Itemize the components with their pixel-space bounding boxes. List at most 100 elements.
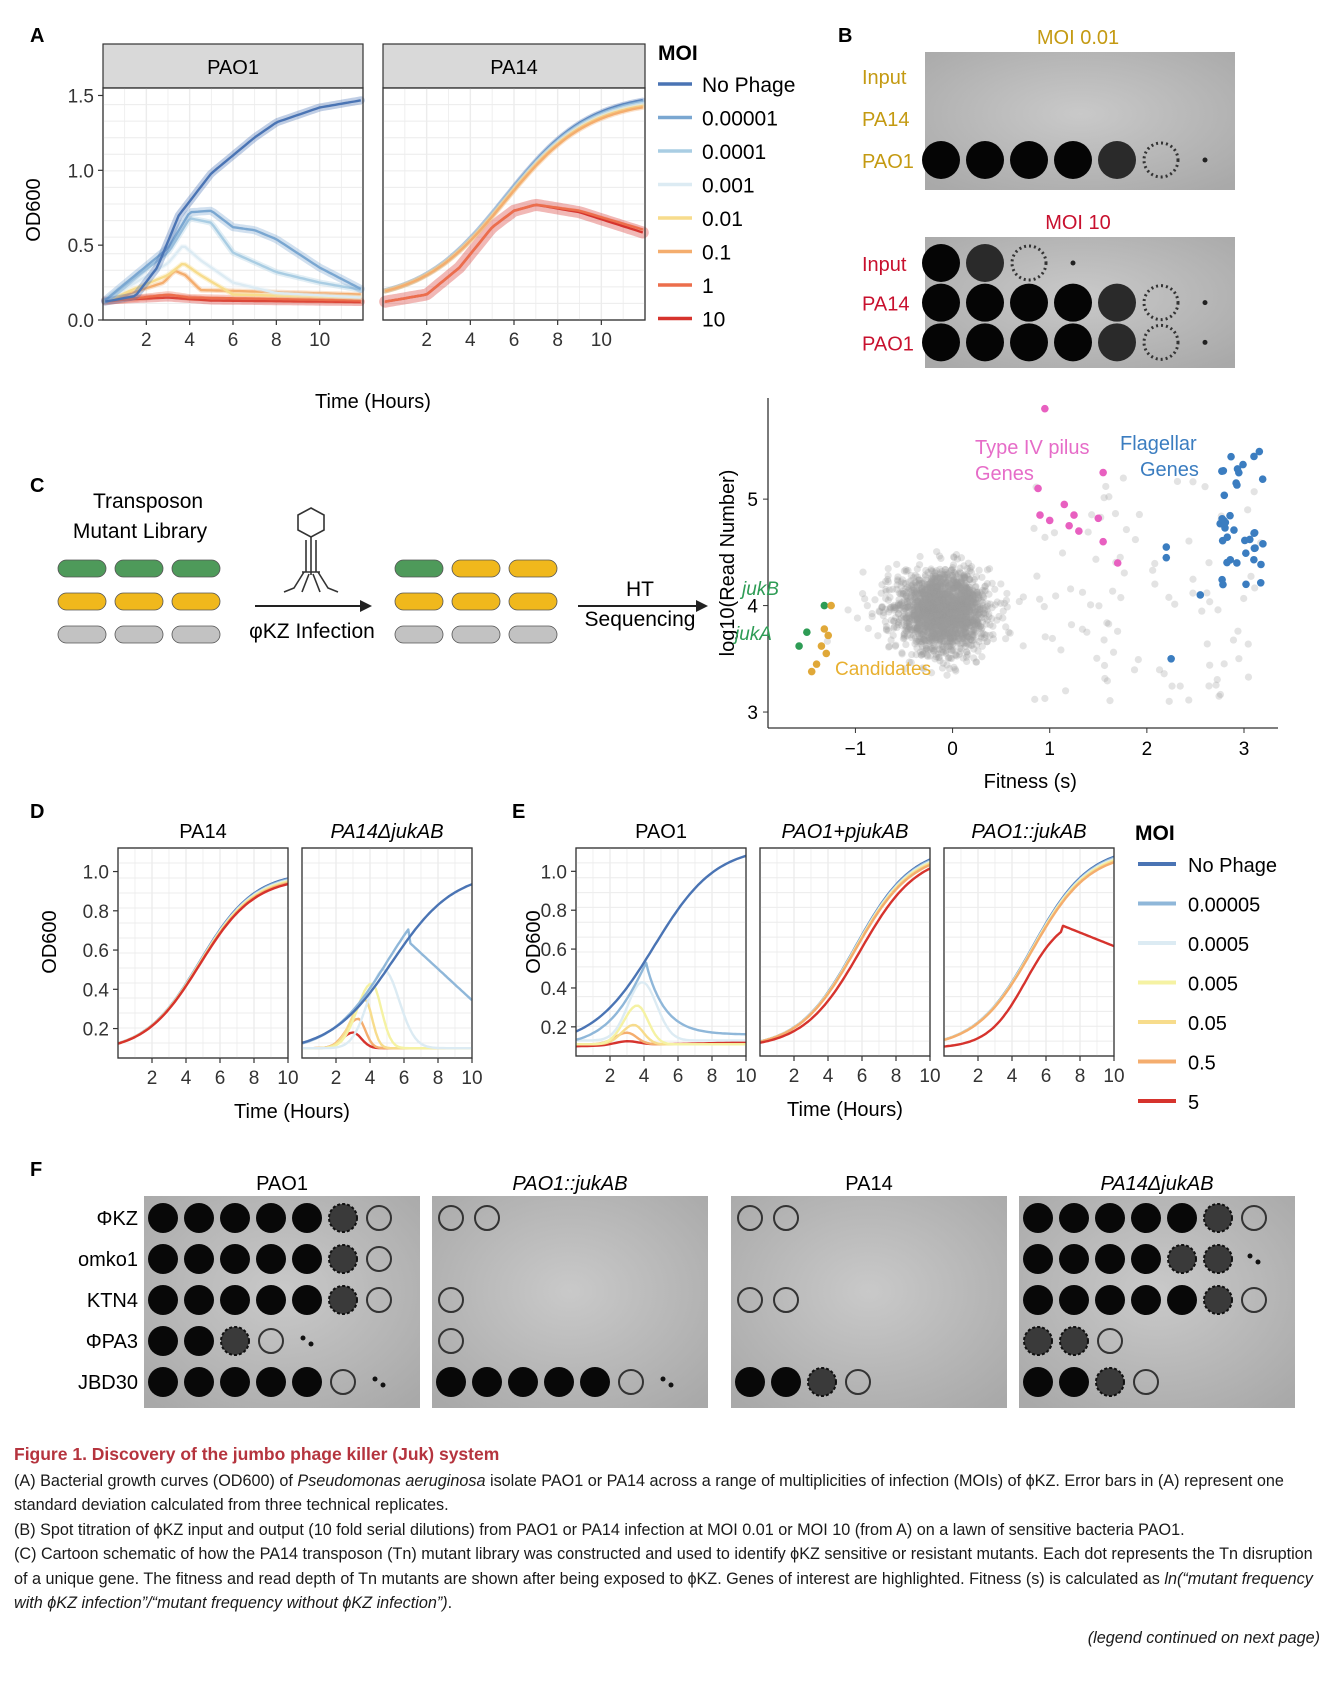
phage-plate-1: PAO1 <box>144 1173 420 1408</box>
plaque-spot <box>148 1203 178 1233</box>
mutant-cell <box>508 559 558 578</box>
panel-d-ylabel: OD600 <box>39 910 61 973</box>
panel-e: E OD600 Time (Hours) PAO1 2 4 6 8 10 0.2 0.4 0.6… <box>512 801 1277 1121</box>
caption-a: (A) Bacterial growth curves (OD600) of P… <box>14 1471 1284 1515</box>
mutant-cell <box>451 559 501 578</box>
x-tick-label: 2 <box>1142 739 1153 760</box>
facet-title: PA14 <box>490 57 537 79</box>
x-tick-label: 6 <box>399 1068 410 1089</box>
panel-letter-c: C <box>30 475 44 497</box>
plate-row-label: Input <box>862 254 907 276</box>
panel-letter-e: E <box>512 801 525 823</box>
plate-row-label: Input <box>862 67 907 89</box>
legend-entry: 0.5 <box>1188 1053 1216 1075</box>
plaque-spot <box>845 1369 871 1395</box>
plaque-spot <box>1203 1244 1233 1274</box>
plaque-spot <box>148 1367 178 1397</box>
plaque-spot <box>1023 1203 1053 1233</box>
plaque-spot <box>220 1326 250 1356</box>
phage-row-label: JBD30 <box>78 1372 138 1394</box>
plaque-spot <box>1010 323 1048 362</box>
panel-e-ylabel: OD600 <box>523 910 545 973</box>
y-tick-label: 3 <box>747 703 758 724</box>
growth-curve <box>576 981 746 1042</box>
panel-a-legend-title: MOI <box>658 42 698 65</box>
y-tick-label: 1.0 <box>541 862 567 883</box>
panel-c: C Transposon Mutant Library φKZ Infectio… <box>30 398 1278 793</box>
mutant-cell <box>57 592 107 611</box>
x-tick-label: 10 <box>309 330 330 351</box>
plate-title: PAO1::jukAB <box>512 1173 627 1195</box>
phage-plate-4: PA14ΔjukAB <box>1019 1173 1295 1408</box>
caption-b: (B) Spot titration of ϕKZ input and outp… <box>14 1520 1185 1539</box>
mutant-library-cartoon <box>57 559 558 644</box>
plaque-spot <box>438 1205 464 1231</box>
facet-pa14: PA14 2 4 6 8 10 0.2 0.4 0.6 0.8 1.0 <box>83 821 299 1089</box>
mutant-cell <box>114 559 164 578</box>
infection-label: φKZ Infection <box>249 620 375 643</box>
plaque-spot <box>1098 323 1136 362</box>
y-tick-label: 0.2 <box>541 1018 567 1039</box>
plaque-spot <box>1010 244 1048 282</box>
panel-b: B MOI 0.01 Input PA14 PAO1 MOI 10 Input PA14 PA… <box>838 25 1235 368</box>
growth-curve <box>117 882 289 1045</box>
mutant-cell <box>508 592 558 611</box>
facet-pao1: PAO1 2 4 6 8 10 0.2 0.4 0.6 0.8 1.0 <box>541 821 757 1087</box>
panel-f-row-labels: ΦKZ omko1 KTN4 ΦPA3 JBD30 <box>78 1208 138 1394</box>
caption-continued: (legend continued on next page) <box>1087 1628 1320 1647</box>
panel-a-xlabel: Time (Hours) <box>315 391 431 413</box>
plaque-spot <box>922 323 960 362</box>
panel-d-xlabel: Time (Hours) <box>234 1101 350 1123</box>
x-tick-label: 6 <box>673 1066 684 1087</box>
plaque-spot <box>1097 1328 1123 1354</box>
phage-icon <box>283 507 339 593</box>
plaque-spot <box>1095 1367 1125 1397</box>
library-label-line2: Mutant Library <box>73 520 208 543</box>
growth-curve <box>759 867 931 1044</box>
plaque-spot <box>148 1326 178 1356</box>
x-tick-label: 8 <box>1075 1066 1086 1087</box>
plaque-spot <box>922 244 960 282</box>
mutant-cell <box>171 559 221 578</box>
phage-row-label: omko1 <box>78 1249 138 1271</box>
growth-curve <box>104 217 362 302</box>
panel-e-xlabel: Time (Hours) <box>787 1099 903 1121</box>
plate-row-label: PA14 <box>862 294 909 316</box>
y-tick-label: 0.6 <box>541 940 567 961</box>
growth-curve <box>104 209 362 302</box>
plaque-spot <box>966 244 1004 282</box>
library-label-line1: Transposon <box>93 490 203 513</box>
plaque-spot <box>1203 1285 1233 1315</box>
plaque-spot <box>256 1285 286 1315</box>
panel-e-legend: No Phage 0.00005 0.0005 0.005 0.05 0.5 5 <box>1138 855 1277 1114</box>
plaque-spot <box>1142 284 1180 322</box>
x-tick-label: 8 <box>249 1068 260 1089</box>
x-tick-label: 10 <box>919 1066 940 1087</box>
legend-entry: 5 <box>1188 1092 1199 1114</box>
panel-b-plates: MOI 0.01 Input PA14 PAO1 MOI 10 Input PA14 PAO1 <box>862 27 1235 368</box>
plaque-spot <box>618 1369 644 1395</box>
legend-entry: 0.00005 <box>1188 895 1260 917</box>
plaque-spot <box>1059 1285 1089 1315</box>
growth-curve <box>575 961 747 1041</box>
growth-curve <box>105 99 362 303</box>
x-tick-label: 8 <box>891 1066 902 1087</box>
facet-pao1: PAO1 2 4 6 8 10 0.0 0.5 1.0 1.5 <box>68 43 365 351</box>
flagellar-gene-points <box>1162 447 1267 663</box>
plaque-spot <box>184 1367 214 1397</box>
legend-entry: 0.005 <box>1188 974 1238 996</box>
mutant-cell <box>114 625 164 644</box>
panel-letter-d: D <box>30 801 44 823</box>
plaque-spot <box>220 1367 250 1397</box>
panel-e-facets: PAO1 2 4 6 8 10 0.2 0.4 0.6 0.8 1.0 PAO1+pjukAB 2 4 6 8… <box>541 821 1125 1087</box>
y-tick-label: 0.5 <box>68 236 94 257</box>
figure-caption: Figure 1. Discovery of the jumbo phage k… <box>14 1442 1320 1650</box>
plaque-spot <box>1131 1285 1161 1315</box>
y-tick-label: 1.0 <box>83 863 109 884</box>
plaque-spot <box>544 1367 574 1397</box>
growth-curve <box>104 269 361 303</box>
plaque-spot <box>1023 1367 1053 1397</box>
plaque-spot <box>328 1285 358 1315</box>
